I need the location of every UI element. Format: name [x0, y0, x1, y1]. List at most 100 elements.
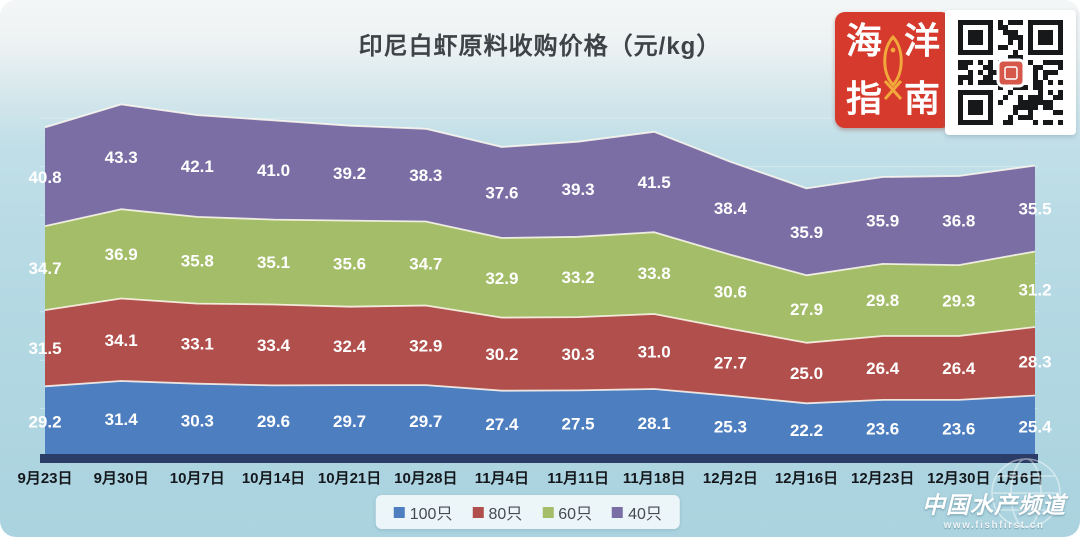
legend-item-80只: 80只	[472, 500, 522, 524]
x-axis-bar	[40, 454, 1038, 463]
data-label-60只: 27.9	[790, 300, 823, 319]
x-axis-label: 1月6日	[997, 470, 1044, 487]
data-label-60只: 30.6	[714, 283, 747, 302]
data-label-40只: 37.6	[485, 184, 518, 203]
data-label-80只: 34.1	[105, 331, 138, 350]
data-label-40只: 39.3	[562, 180, 595, 199]
globe-icon	[991, 458, 1061, 528]
data-label-80只: 32.9	[409, 336, 442, 355]
area-edge-80只	[44, 297, 1036, 344]
legend-swatch	[393, 506, 405, 518]
data-label-60只: 34.7	[28, 259, 61, 278]
data-label-40只: 35.9	[790, 223, 823, 242]
data-label-80只: 26.4	[866, 359, 900, 378]
data-label-40只: 35.9	[866, 211, 899, 230]
x-axis-label: 12月23日	[851, 470, 914, 487]
x-axis-label: 9月30日	[94, 470, 149, 487]
data-label-100只: 29.6	[257, 412, 290, 431]
data-label-40只: 43.3	[105, 148, 138, 167]
legend-swatch	[612, 506, 624, 518]
data-label-100只: 27.4	[485, 415, 519, 434]
data-label-100只: 30.3	[181, 411, 214, 430]
data-label-60只: 34.7	[409, 255, 442, 274]
logo-char: 洋	[903, 21, 940, 61]
area-edge-40只	[44, 103, 1036, 190]
data-label-100只: 29.7	[409, 412, 442, 431]
data-label-100只: 22.2	[790, 421, 823, 440]
logo-char: 指	[845, 79, 882, 119]
legend-swatch	[472, 506, 484, 518]
data-label-60只: 31.2	[1018, 280, 1051, 299]
logo-char: 海	[845, 21, 882, 61]
x-axis-label: 12月16日	[775, 470, 838, 487]
data-label-80只: 32.4	[333, 337, 367, 356]
x-axis-label: 10月7日	[170, 470, 225, 487]
area-edge-60只	[44, 208, 1036, 277]
legend-item-40只: 40只	[612, 500, 662, 524]
x-axis-label: 10月28日	[394, 470, 457, 487]
x-axis-label: 10月14日	[242, 470, 305, 487]
data-label-40只: 38.4	[714, 199, 748, 218]
watermark: 中国水产频道 www.fishfirst.cn	[922, 458, 1066, 531]
data-label-100只: 29.7	[333, 412, 366, 431]
watermark-url: www.fishfirst.cn	[943, 520, 1045, 531]
area-series-100只	[45, 381, 1035, 457]
data-label-40只: 36.8	[942, 212, 975, 231]
watermark-brand: 中国水产频道	[922, 492, 1066, 518]
data-label-80只: 25.0	[790, 364, 823, 383]
data-label-60只: 35.6	[333, 255, 366, 274]
data-label-60只: 33.8	[638, 264, 671, 283]
data-label-80只: 33.1	[181, 335, 214, 354]
data-label-100只: 23.6	[942, 419, 975, 438]
legend-label: 60只	[558, 506, 593, 523]
data-label-100只: 25.4	[1018, 417, 1052, 436]
legend-label: 40只	[628, 506, 662, 523]
data-label-80只: 30.2	[485, 345, 518, 364]
legend-item-60只: 60只	[542, 500, 592, 524]
data-label-100只: 23.6	[866, 419, 899, 438]
data-label-80只: 27.7	[714, 353, 747, 372]
data-label-40只: 41.5	[638, 173, 671, 192]
data-label-100只: 28.1	[638, 414, 671, 433]
legend-swatch	[542, 506, 554, 518]
x-axis-label: 11月4日	[475, 470, 529, 487]
qr-code-image	[945, 10, 1076, 135]
data-label-100只: 29.2	[28, 413, 61, 432]
data-label-80只: 31.0	[638, 343, 671, 362]
data-label-40只: 35.5	[1018, 200, 1051, 219]
data-label-40只: 42.1	[181, 157, 214, 176]
data-label-80只: 28.3	[1018, 352, 1051, 371]
legend-item-100只: 100只	[393, 500, 453, 524]
data-label-100只: 27.5	[562, 415, 595, 434]
chart-title: 印尼白虾原料收购价格（元/kg）	[358, 33, 722, 60]
data-label-60只: 36.9	[105, 245, 138, 264]
x-axis-label: 11月11日	[547, 470, 609, 487]
data-label-60只: 35.8	[181, 251, 214, 270]
data-label-60只: 29.8	[866, 291, 899, 310]
x-axis-label: 12月2日	[703, 470, 758, 487]
data-label-60只: 29.3	[942, 292, 975, 311]
data-label-60只: 35.1	[257, 253, 290, 272]
data-label-60只: 33.2	[562, 268, 595, 287]
chart-legend: 100只 80只 60只 40只	[375, 495, 680, 529]
data-label-40只: 39.2	[333, 164, 366, 183]
data-label-40只: 40.8	[28, 168, 61, 187]
logo-char: 南	[903, 79, 940, 119]
data-label-40只: 38.3	[409, 166, 442, 185]
x-axis-label: 10月21日	[318, 470, 381, 487]
data-label-80只: 31.5	[28, 339, 61, 358]
x-axis-label: 9月23日	[17, 470, 72, 487]
data-label-80只: 33.4	[257, 336, 291, 355]
data-label-40只: 41.0	[257, 161, 290, 180]
data-label-80只: 26.4	[942, 359, 976, 378]
haiyang-zhinan-logo: 海 洋 指 南	[835, 12, 951, 128]
legend-label: 100只	[409, 506, 453, 523]
data-label-80只: 30.3	[562, 345, 595, 364]
data-label-60只: 32.9	[485, 269, 518, 288]
data-label-100只: 25.3	[714, 417, 747, 436]
fish-icon	[883, 34, 903, 101]
legend-label: 80只	[488, 506, 523, 523]
x-axis-label: 12月30日	[927, 470, 990, 487]
